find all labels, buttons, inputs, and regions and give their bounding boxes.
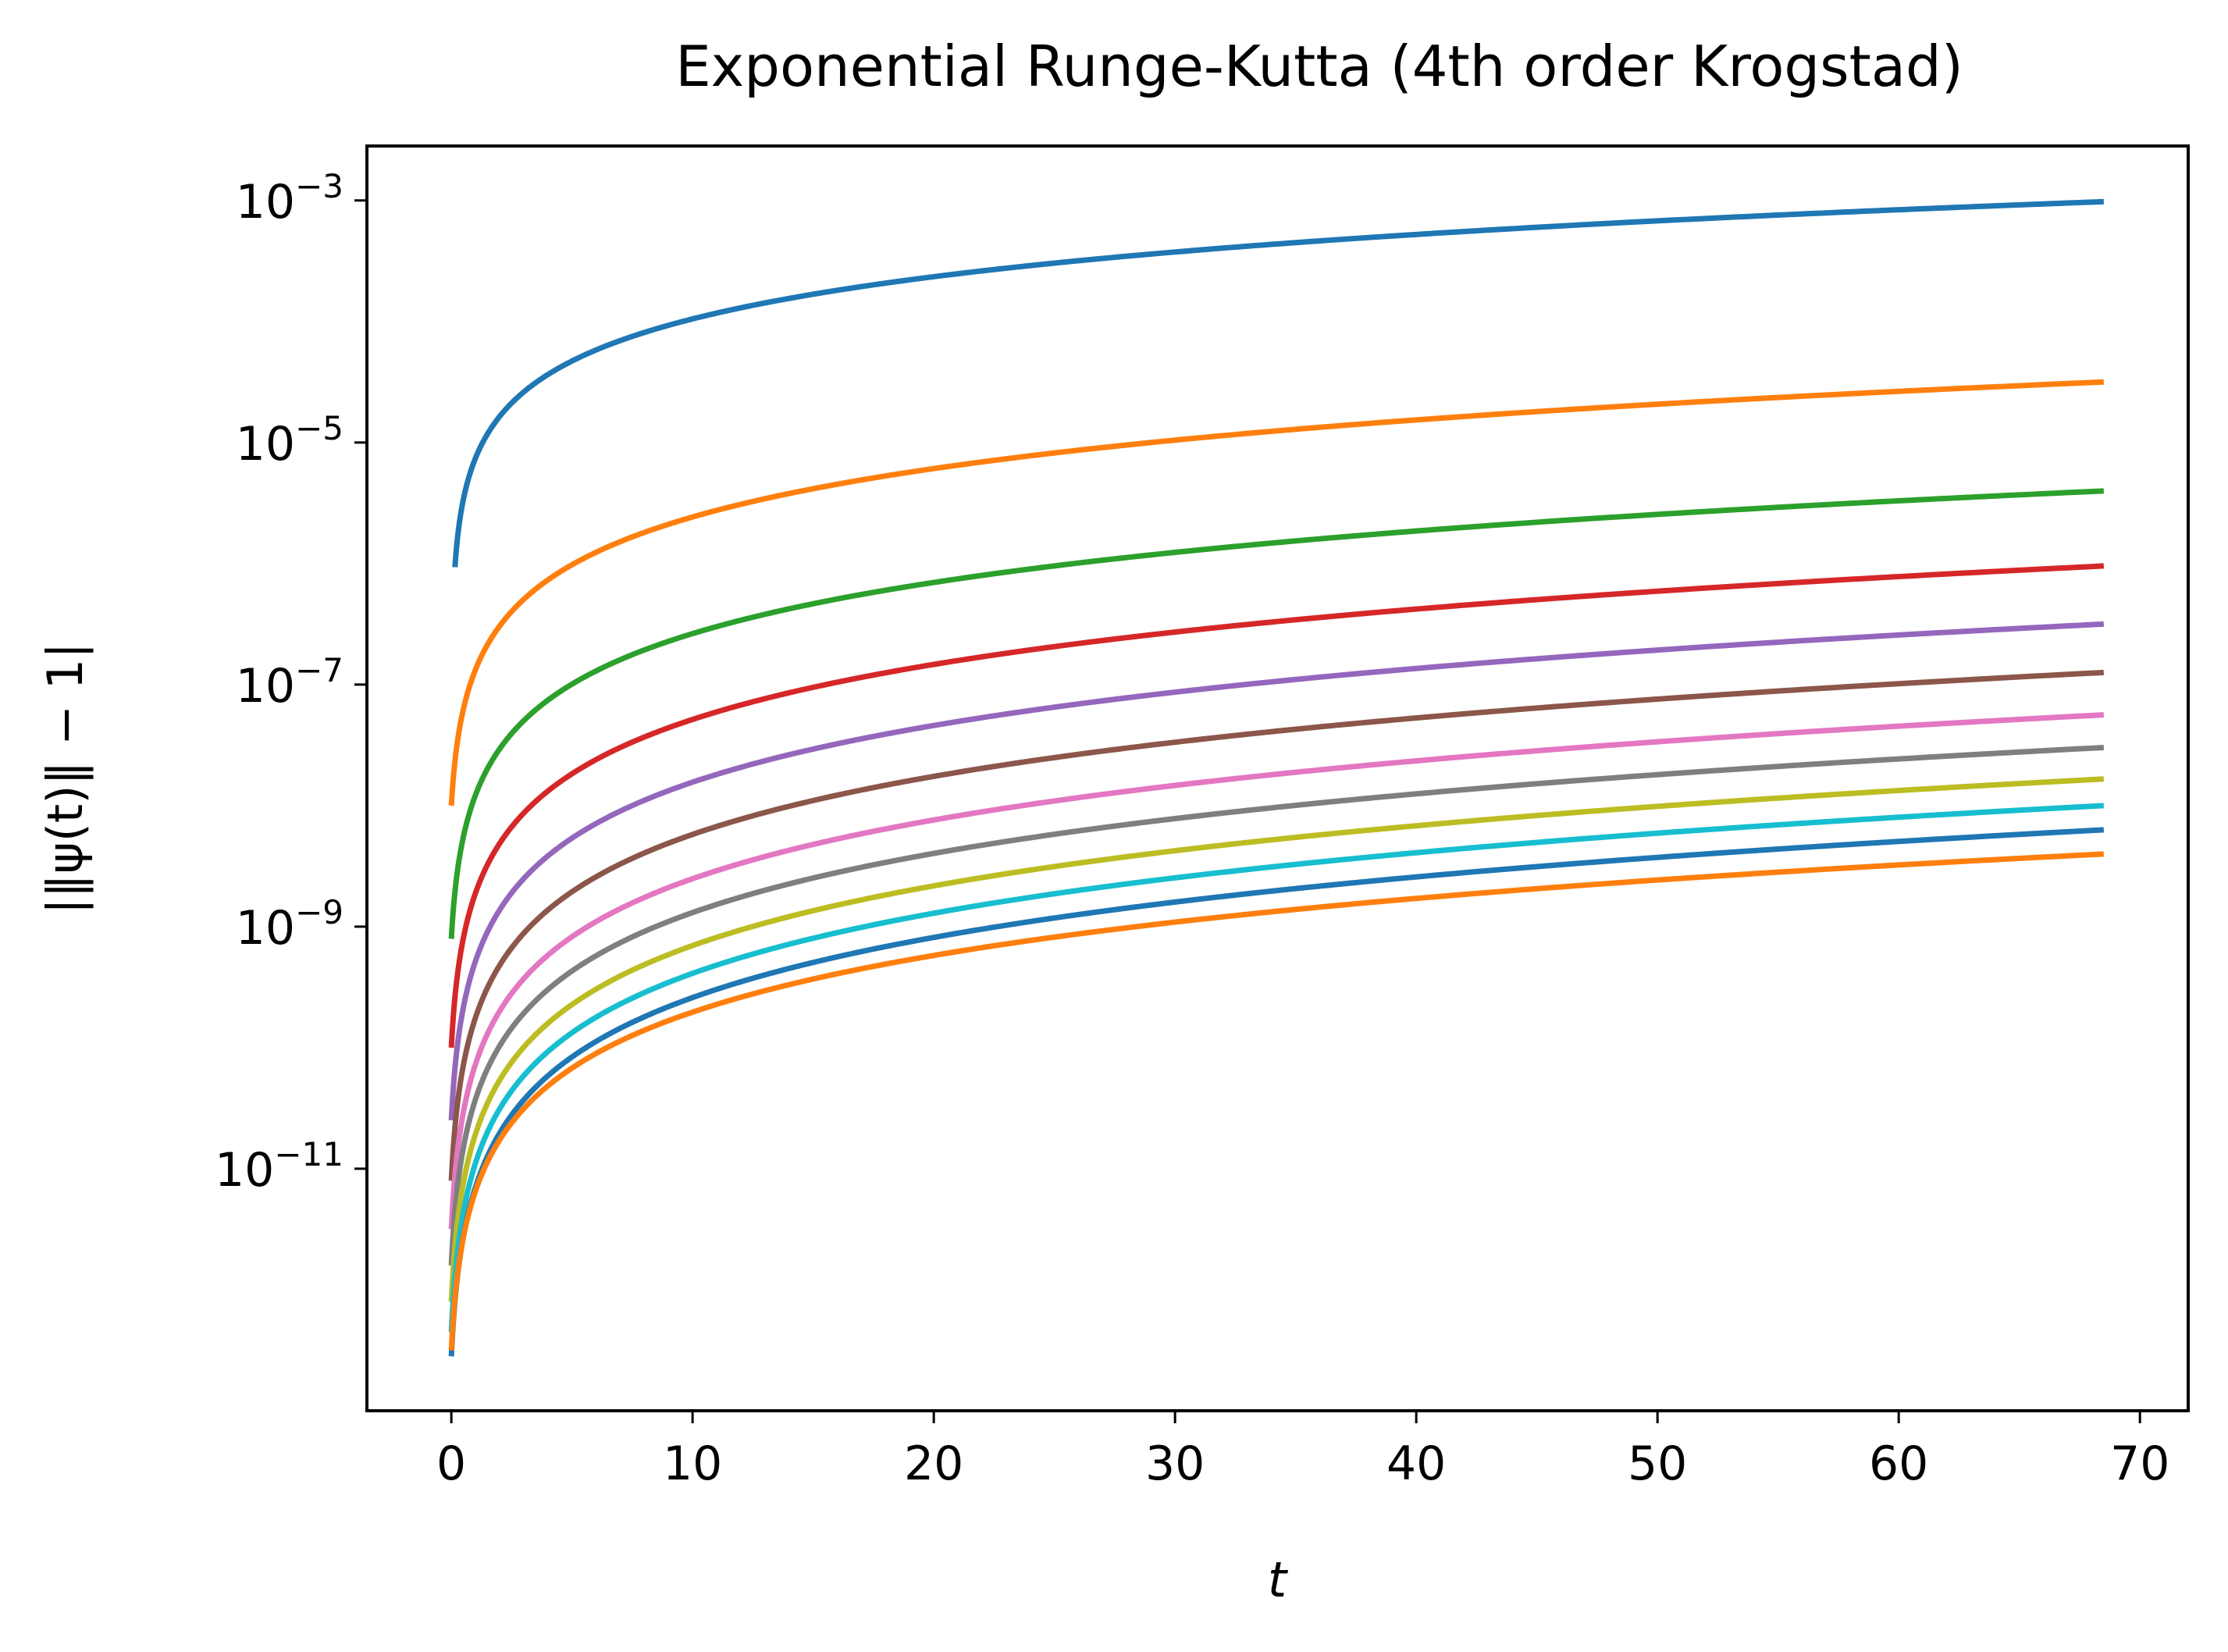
y-tick-label-base: 10 — [236, 417, 295, 472]
y-tick-label-exponent: −11 — [274, 1135, 343, 1173]
y-tick-label: 10−11 — [215, 1135, 343, 1198]
y-tick-label-base: 10 — [236, 901, 295, 956]
y-tick-label-exponent: −7 — [295, 651, 343, 689]
x-tick-label: 0 — [436, 1437, 466, 1491]
y-tick-label-exponent: −9 — [295, 893, 343, 931]
x-axis-label: t — [1268, 1551, 1289, 1608]
x-tick-label: 60 — [1869, 1437, 1928, 1491]
chart-title: Exponential Runge-Kutta (4th order Krogs… — [675, 34, 1963, 99]
series-line-10 — [448, 803, 2105, 1335]
series-line-3 — [448, 488, 2105, 942]
series-line-5 — [448, 621, 2105, 1123]
series-layer — [448, 198, 2105, 1359]
y-tick-label: 10−3 — [236, 167, 343, 230]
y-tick-label-base: 10 — [236, 175, 295, 230]
x-tick-label: 30 — [1145, 1437, 1205, 1491]
x-tick-label: 20 — [904, 1437, 963, 1491]
series-line-2 — [448, 379, 2104, 809]
x-axis: 0 10 20 30 40 50 60 70 — [436, 1411, 2169, 1491]
series-line-1 — [452, 198, 2104, 570]
y-tick-label: 10−5 — [236, 409, 343, 472]
y-axis: 10−310−510−710−910−11 — [215, 167, 367, 1198]
y-tick-label-base: 10 — [215, 1143, 274, 1198]
y-tick-label-exponent: −3 — [295, 167, 343, 205]
y-tick-label: 10−7 — [236, 651, 343, 714]
series-line-8 — [448, 744, 2105, 1269]
series-line-12 — [448, 851, 2105, 1353]
y-tick-label-exponent: −5 — [295, 409, 343, 447]
y-tick-label: 10−9 — [236, 893, 343, 956]
x-tick-label: 50 — [1628, 1437, 1687, 1491]
x-tick-label: 10 — [663, 1437, 722, 1491]
x-tick-label: 70 — [2110, 1437, 2169, 1491]
series-line-6 — [448, 669, 2105, 1184]
series-line-9 — [448, 776, 2105, 1305]
series-line-4 — [448, 563, 2105, 1051]
plot-frame — [365, 144, 2190, 1412]
x-tick-label: 40 — [1386, 1437, 1446, 1491]
y-axis-label: |‖ψ(t)‖ − 1| — [37, 643, 94, 914]
y-tick-label-base: 10 — [236, 659, 295, 714]
series-line-7 — [448, 712, 2105, 1232]
